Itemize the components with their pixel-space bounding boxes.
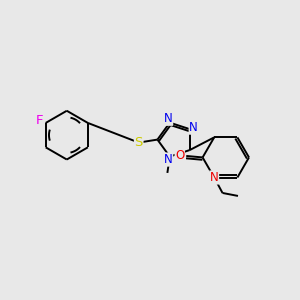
Text: F: F [35,114,43,127]
Text: N: N [164,153,172,166]
Text: N: N [164,112,172,125]
Text: N: N [210,171,219,184]
Text: N: N [189,121,198,134]
Text: S: S [134,136,143,149]
Text: O: O [175,149,184,162]
